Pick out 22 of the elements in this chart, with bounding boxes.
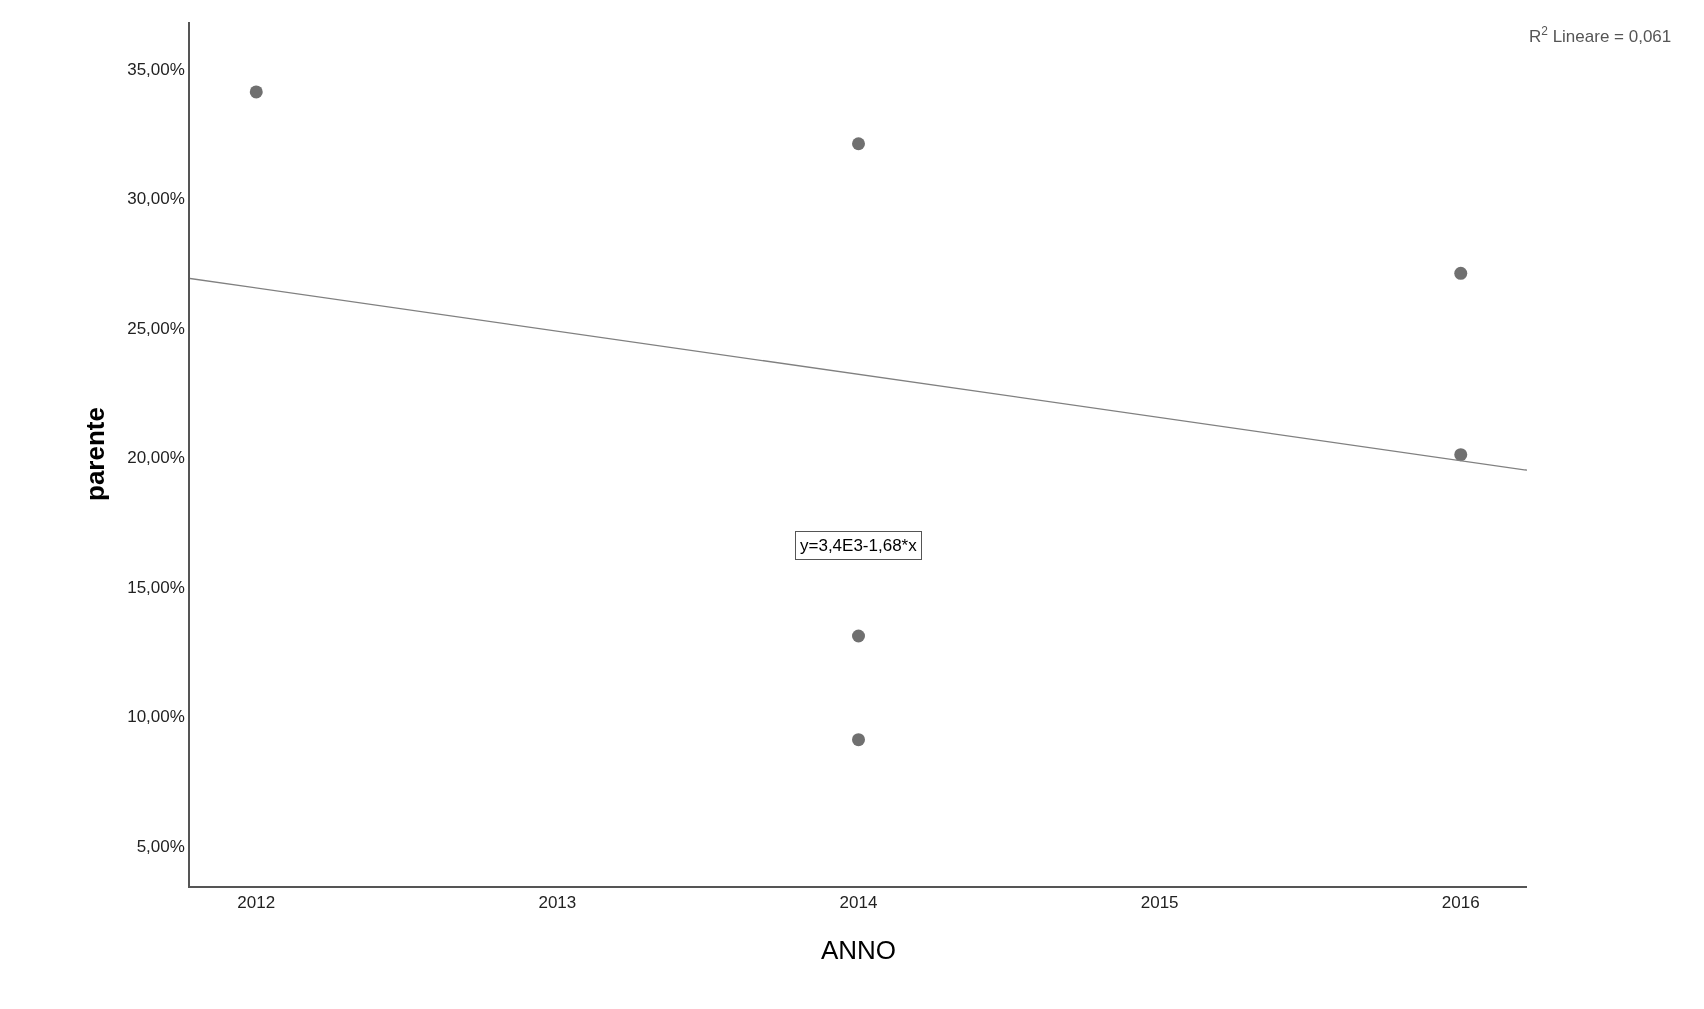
point <box>1454 448 1468 462</box>
x-tick-label: 2014 <box>839 893 878 913</box>
x-tick-label: 2012 <box>237 893 276 913</box>
y-tick-label: 20,00% <box>127 448 185 468</box>
y-tick-label: 10,00% <box>127 707 185 727</box>
x-axis-title: ANNO <box>820 935 897 966</box>
y-tick-label: 30,00% <box>127 189 185 209</box>
annotation: y=3,4E3-1,68*x <box>800 536 918 555</box>
x-tick-label: 2016 <box>1441 893 1480 913</box>
y-tick-label: 15,00% <box>127 577 185 597</box>
x-tick-label: 2013 <box>538 893 577 913</box>
y-axis-title: parente <box>80 407 111 501</box>
point <box>249 85 263 99</box>
x-tick-label: 2015 <box>1140 893 1179 913</box>
y-tick-label: 35,00% <box>127 59 185 79</box>
point <box>852 629 865 643</box>
point <box>1454 266 1468 280</box>
point <box>852 733 865 747</box>
y-tick-label: 5,00% <box>136 836 185 856</box>
y-tick-label: 25,00% <box>127 318 185 338</box>
text: R$^{2}$ Lineare = 0,061 <box>1529 24 1672 47</box>
point <box>852 137 865 151</box>
